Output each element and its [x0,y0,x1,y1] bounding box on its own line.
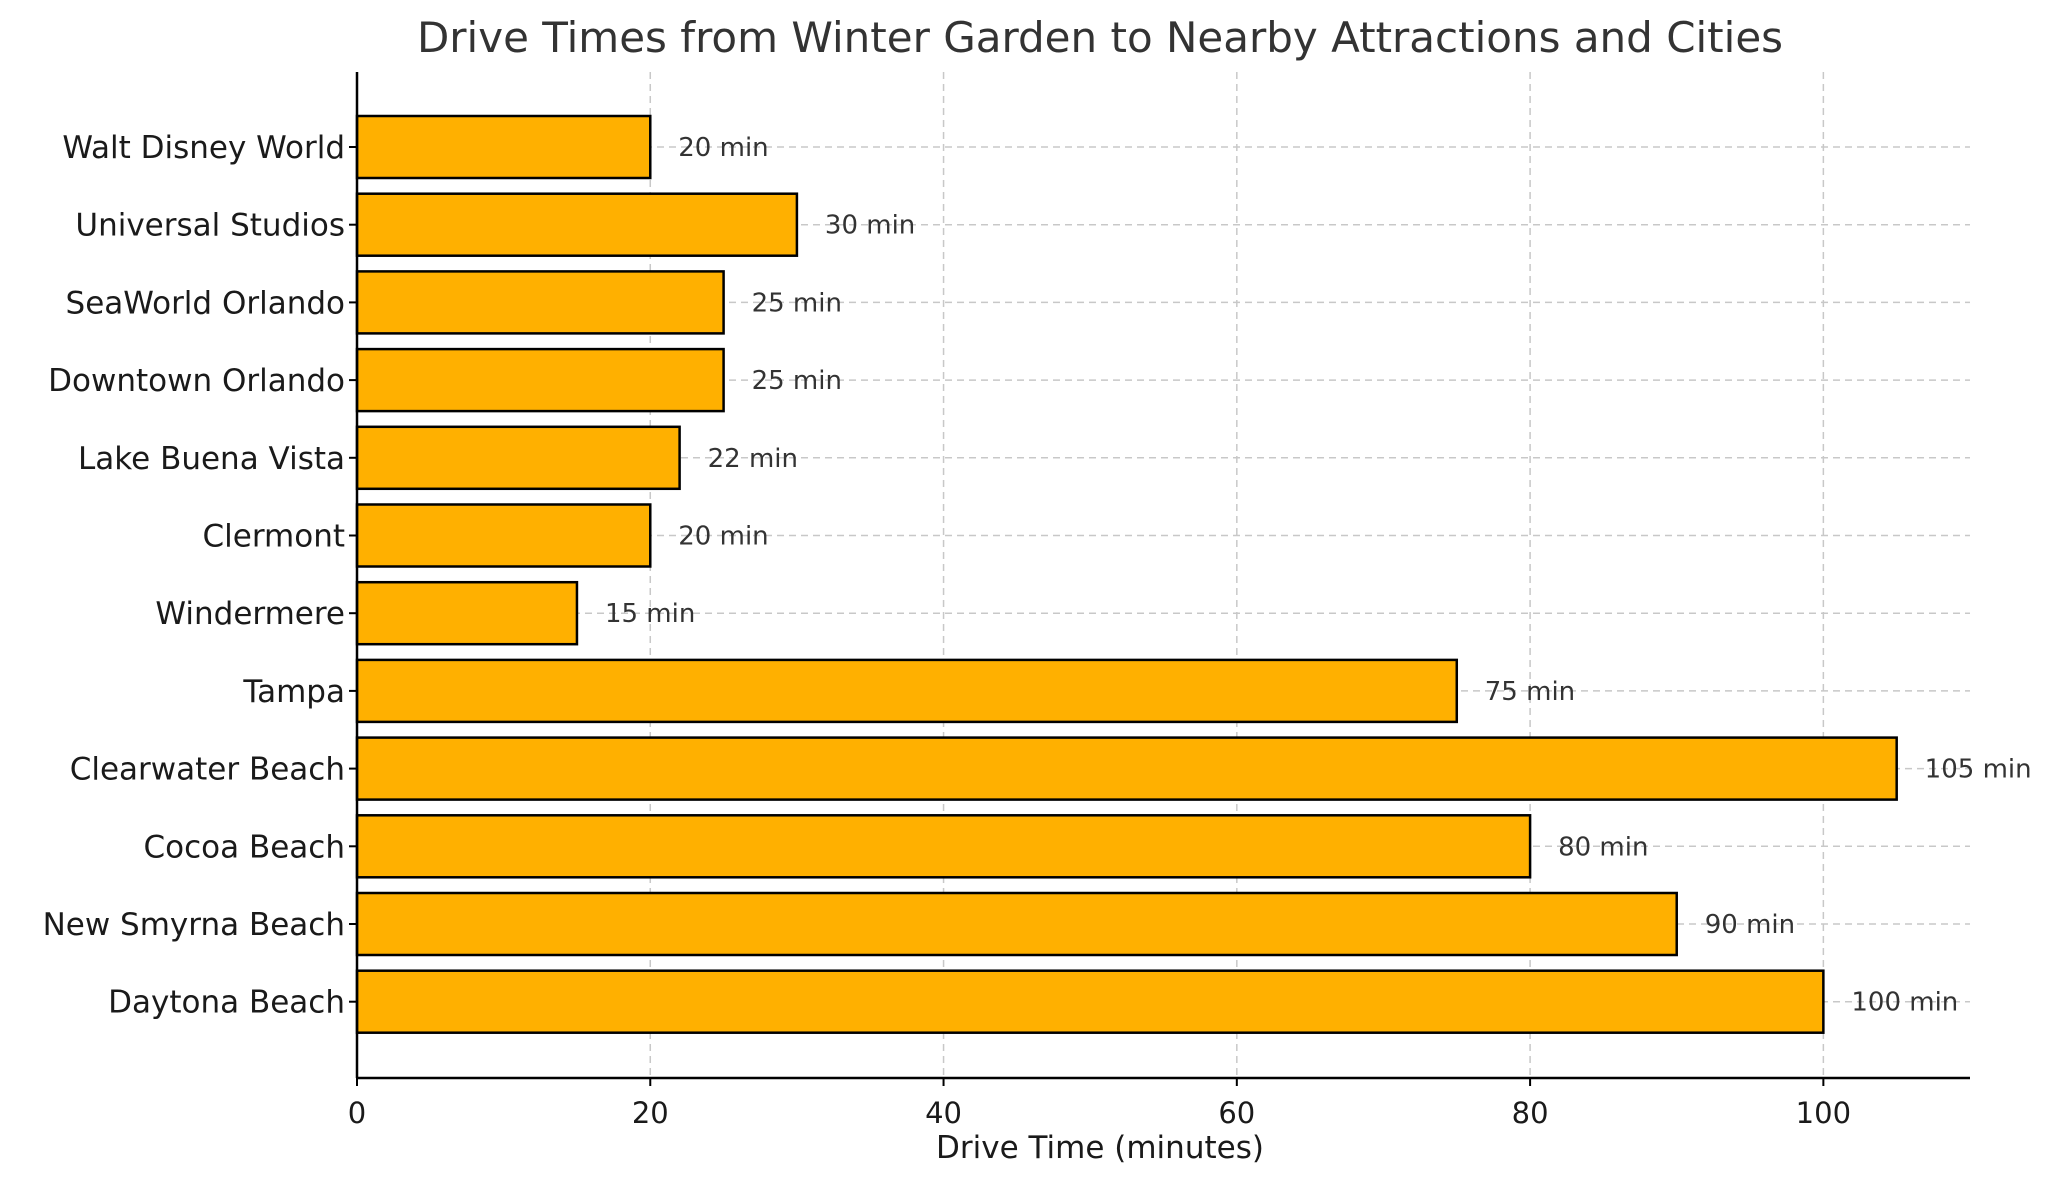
x-tick-labels: 0 20 40 60 80 100 [348,1096,1851,1130]
x-tick-label-1: 20 [632,1096,669,1130]
data-label-9: 80 min [1558,832,1648,862]
bar-5 [355,503,652,568]
data-label-7: 75 min [1485,677,1575,707]
bar-4 [355,425,681,491]
bar-9 [355,814,1532,879]
y-tick-label-1: Universal Studios [75,208,345,244]
x-axis-label: Drive Time (minutes) [936,1130,1264,1166]
data-label-5: 20 min [678,522,768,552]
x-tick-label-0: 0 [348,1096,366,1130]
data-labels: 20 min 30 min 25 min 25 min 22 min 20 min 15 m… [605,133,2032,1018]
data-label-1: 30 min [825,211,915,241]
x-tick-label-2: 40 [925,1096,962,1130]
data-label-3: 25 min [752,366,842,396]
y-tick-label-4: Lake Buena Vista [78,441,345,477]
data-label-0: 20 min [678,133,768,163]
x-tick-label-5: 100 [1796,1096,1851,1130]
y-tick-label-6: Windermere [155,596,345,632]
y-tick-label-10: New Smyrna Beach [43,907,345,943]
y-tick-label-7: Tampa [242,674,345,710]
data-label-2: 25 min [752,288,842,318]
y-tick-label-11: Daytona Beach [108,985,345,1021]
x-tick-label-3: 60 [1218,1096,1255,1130]
bar-6 [355,580,579,646]
data-label-4: 22 min [708,444,798,474]
data-label-8: 105 min [1925,755,2032,785]
bar-11 [355,969,1825,1034]
bar-1 [355,192,799,257]
data-label-6: 15 min [605,599,695,629]
bar-8 [355,736,1898,801]
y-tick-label-0: Walt Disney World [62,130,345,166]
bars [355,114,1898,1034]
bar-2 [355,270,725,335]
chart-title: Drive Times from Winter Garden to Nearby… [417,13,1783,62]
y-tick-label-9: Cocoa Beach [144,829,346,865]
bar-0 [355,114,652,180]
y-tick-label-8: Clearwater Beach [70,752,345,788]
bar-7 [355,658,1459,724]
y-tick-label-5: Clermont [203,519,346,555]
y-tick-labels: Walt Disney World Universal Studios SeaWor… [43,130,345,1021]
axes [349,72,1970,1086]
bar-10 [355,891,1678,957]
y-tick-label-3: Downtown Orlando [48,363,345,399]
y-tick-label-2: SeaWorld Orlando [66,285,345,321]
bar-3 [355,347,725,413]
data-label-10: 90 min [1705,910,1795,940]
x-tick-label-4: 80 [1512,1096,1549,1130]
data-label-11: 100 min [1851,988,1958,1018]
